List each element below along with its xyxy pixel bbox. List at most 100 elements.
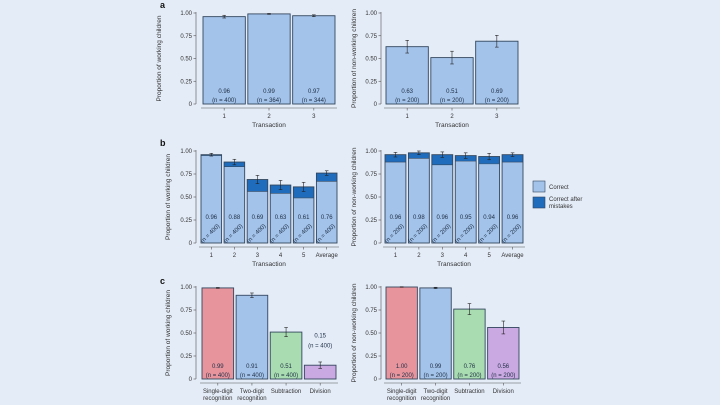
panel-4: c 0 0.25 0.50 0.75 1.00 Proportion of working … (160, 276, 338, 402)
legend-swatch-correct (532, 180, 546, 193)
value-label: 0.61 (298, 215, 310, 221)
bar-correct (270, 193, 291, 243)
n-label: (n = 400) (206, 373, 230, 379)
value-label: 0.97 (308, 89, 320, 95)
bar-correct-after-mistakes (478, 156, 500, 164)
panel-5: 0 0.25 0.50 0.75 1.00 Proportion of non-worki… (351, 283, 521, 402)
value-label: 0.91 (246, 364, 258, 370)
y-tick-label: 0.25 (180, 79, 192, 85)
x-tick-label: 3 (312, 114, 316, 120)
n-label: (n = 400) (240, 373, 264, 379)
bar-correct (408, 158, 430, 243)
legend-label-correct-after-mistakes: Correct after mistakes (549, 197, 582, 210)
value-label: 0.96 (390, 215, 402, 221)
bar (475, 40, 519, 105)
n-label: (n = 200) (440, 98, 464, 104)
x-axis-label: Transaction (252, 122, 286, 129)
x-tick-label: Subtraction (271, 389, 301, 395)
bar-correct-after-mistakes (316, 173, 337, 182)
x-tick-label: 2 (417, 253, 421, 259)
bar-correct-after-mistakes (408, 152, 430, 159)
x-tick-label: Average (501, 253, 524, 259)
x-tick-label: 1 (405, 114, 409, 120)
y-tick-label: 0.75 (180, 172, 192, 178)
bar-correct-after-mistakes (431, 154, 453, 165)
bar-correct-after-mistakes (293, 186, 314, 198)
n-label: (n = 200) (423, 373, 447, 379)
y-axis-label: Proportion of non-working children (351, 9, 358, 108)
x-tick-label: 4 (464, 253, 468, 259)
y-tick-label: 1.00 (365, 149, 377, 155)
y-tick-label: 0.75 (180, 308, 192, 314)
y-tick-label: 0.50 (365, 57, 377, 63)
y-tick-label: 0 (374, 377, 378, 383)
bar-correct-after-mistakes (385, 154, 406, 163)
y-tick-label: 0 (374, 102, 378, 108)
x-tick-label: 1 (210, 253, 214, 259)
x-tick-label: 2 (450, 114, 454, 120)
y-tick-label: 0 (189, 102, 193, 108)
legend: Correct Correct after mistakes (532, 180, 582, 210)
value-label: 0.69 (252, 215, 264, 221)
n-label: (n = 200) (390, 373, 414, 379)
n-label: (n = 200) (485, 98, 509, 104)
n-label: (n = 200) (457, 373, 481, 379)
value-label: 0.15 (314, 334, 326, 340)
value-label: 0.51 (280, 364, 292, 370)
bar-correct (293, 197, 314, 243)
x-tick-label: Two-digit recognition (421, 389, 450, 402)
bar (453, 308, 486, 380)
y-tick-label: 0.50 (180, 331, 192, 337)
value-label: 0.96 (507, 215, 519, 221)
value-label: 0.96 (436, 215, 448, 221)
x-axis-label: Transaction (252, 261, 286, 268)
y-tick-label: 1.00 (365, 285, 377, 291)
value-label: 0.94 (483, 215, 495, 221)
panel-2: b 0 0.25 0.50 0.75 1.00 Proportion of working … (160, 138, 339, 268)
n-label: (n = 400) (274, 373, 298, 379)
value-label: 0.96 (205, 215, 217, 221)
x-tick-label: 4 (279, 253, 283, 259)
bar-correct (385, 162, 406, 243)
bar-correct (502, 162, 523, 243)
y-tick-label: 1.00 (180, 149, 192, 155)
value-label: 0.98 (413, 215, 425, 221)
y-tick-label: 0.25 (180, 354, 192, 360)
y-axis-label: Proportion of working children (165, 154, 172, 240)
value-label: 0.63 (275, 215, 287, 221)
x-tick-label: 3 (441, 253, 445, 259)
n-label: (n = 200) (395, 98, 419, 104)
value-label: 0.51 (446, 89, 458, 95)
value-label: 0.69 (491, 89, 503, 95)
bar (235, 294, 269, 380)
value-label: 1.00 (396, 364, 408, 370)
y-tick-label: 0.75 (180, 34, 192, 40)
panel-letter: c (160, 276, 165, 286)
legend-label-correct: Correct (549, 185, 569, 191)
y-tick-label: 0.75 (365, 172, 377, 178)
y-tick-label: 0.50 (180, 195, 192, 201)
x-tick-label: 1 (394, 253, 398, 259)
y-axis-label: Proportion of non-working children (351, 147, 358, 246)
bar (430, 57, 474, 105)
x-axis-label: Transaction (437, 261, 471, 268)
panel-0: a 0 0.25 0.50 0.75 1.00 Proportion of working … (156, 0, 337, 129)
y-tick-label: 1.00 (180, 285, 192, 291)
x-tick-label: Single-digit recognition (203, 389, 233, 402)
value-label: 0.96 (218, 89, 230, 95)
x-tick-label: 3 (256, 253, 260, 259)
value-label: 0.56 (497, 364, 509, 370)
bar-correct-after-mistakes (502, 154, 523, 163)
x-tick-label: Subtraction (454, 389, 484, 395)
bar (201, 287, 235, 380)
y-tick-label: 0.75 (365, 308, 377, 314)
value-label: 0.63 (401, 89, 413, 95)
x-axis-label: Transaction (435, 122, 469, 129)
y-tick-label: 0.25 (365, 354, 377, 360)
y-axis-label: Proportion of working children (165, 290, 172, 376)
bar (292, 15, 336, 105)
value-label: 0.76 (464, 364, 476, 370)
legend-swatch-correct-after-mistakes (532, 196, 546, 209)
